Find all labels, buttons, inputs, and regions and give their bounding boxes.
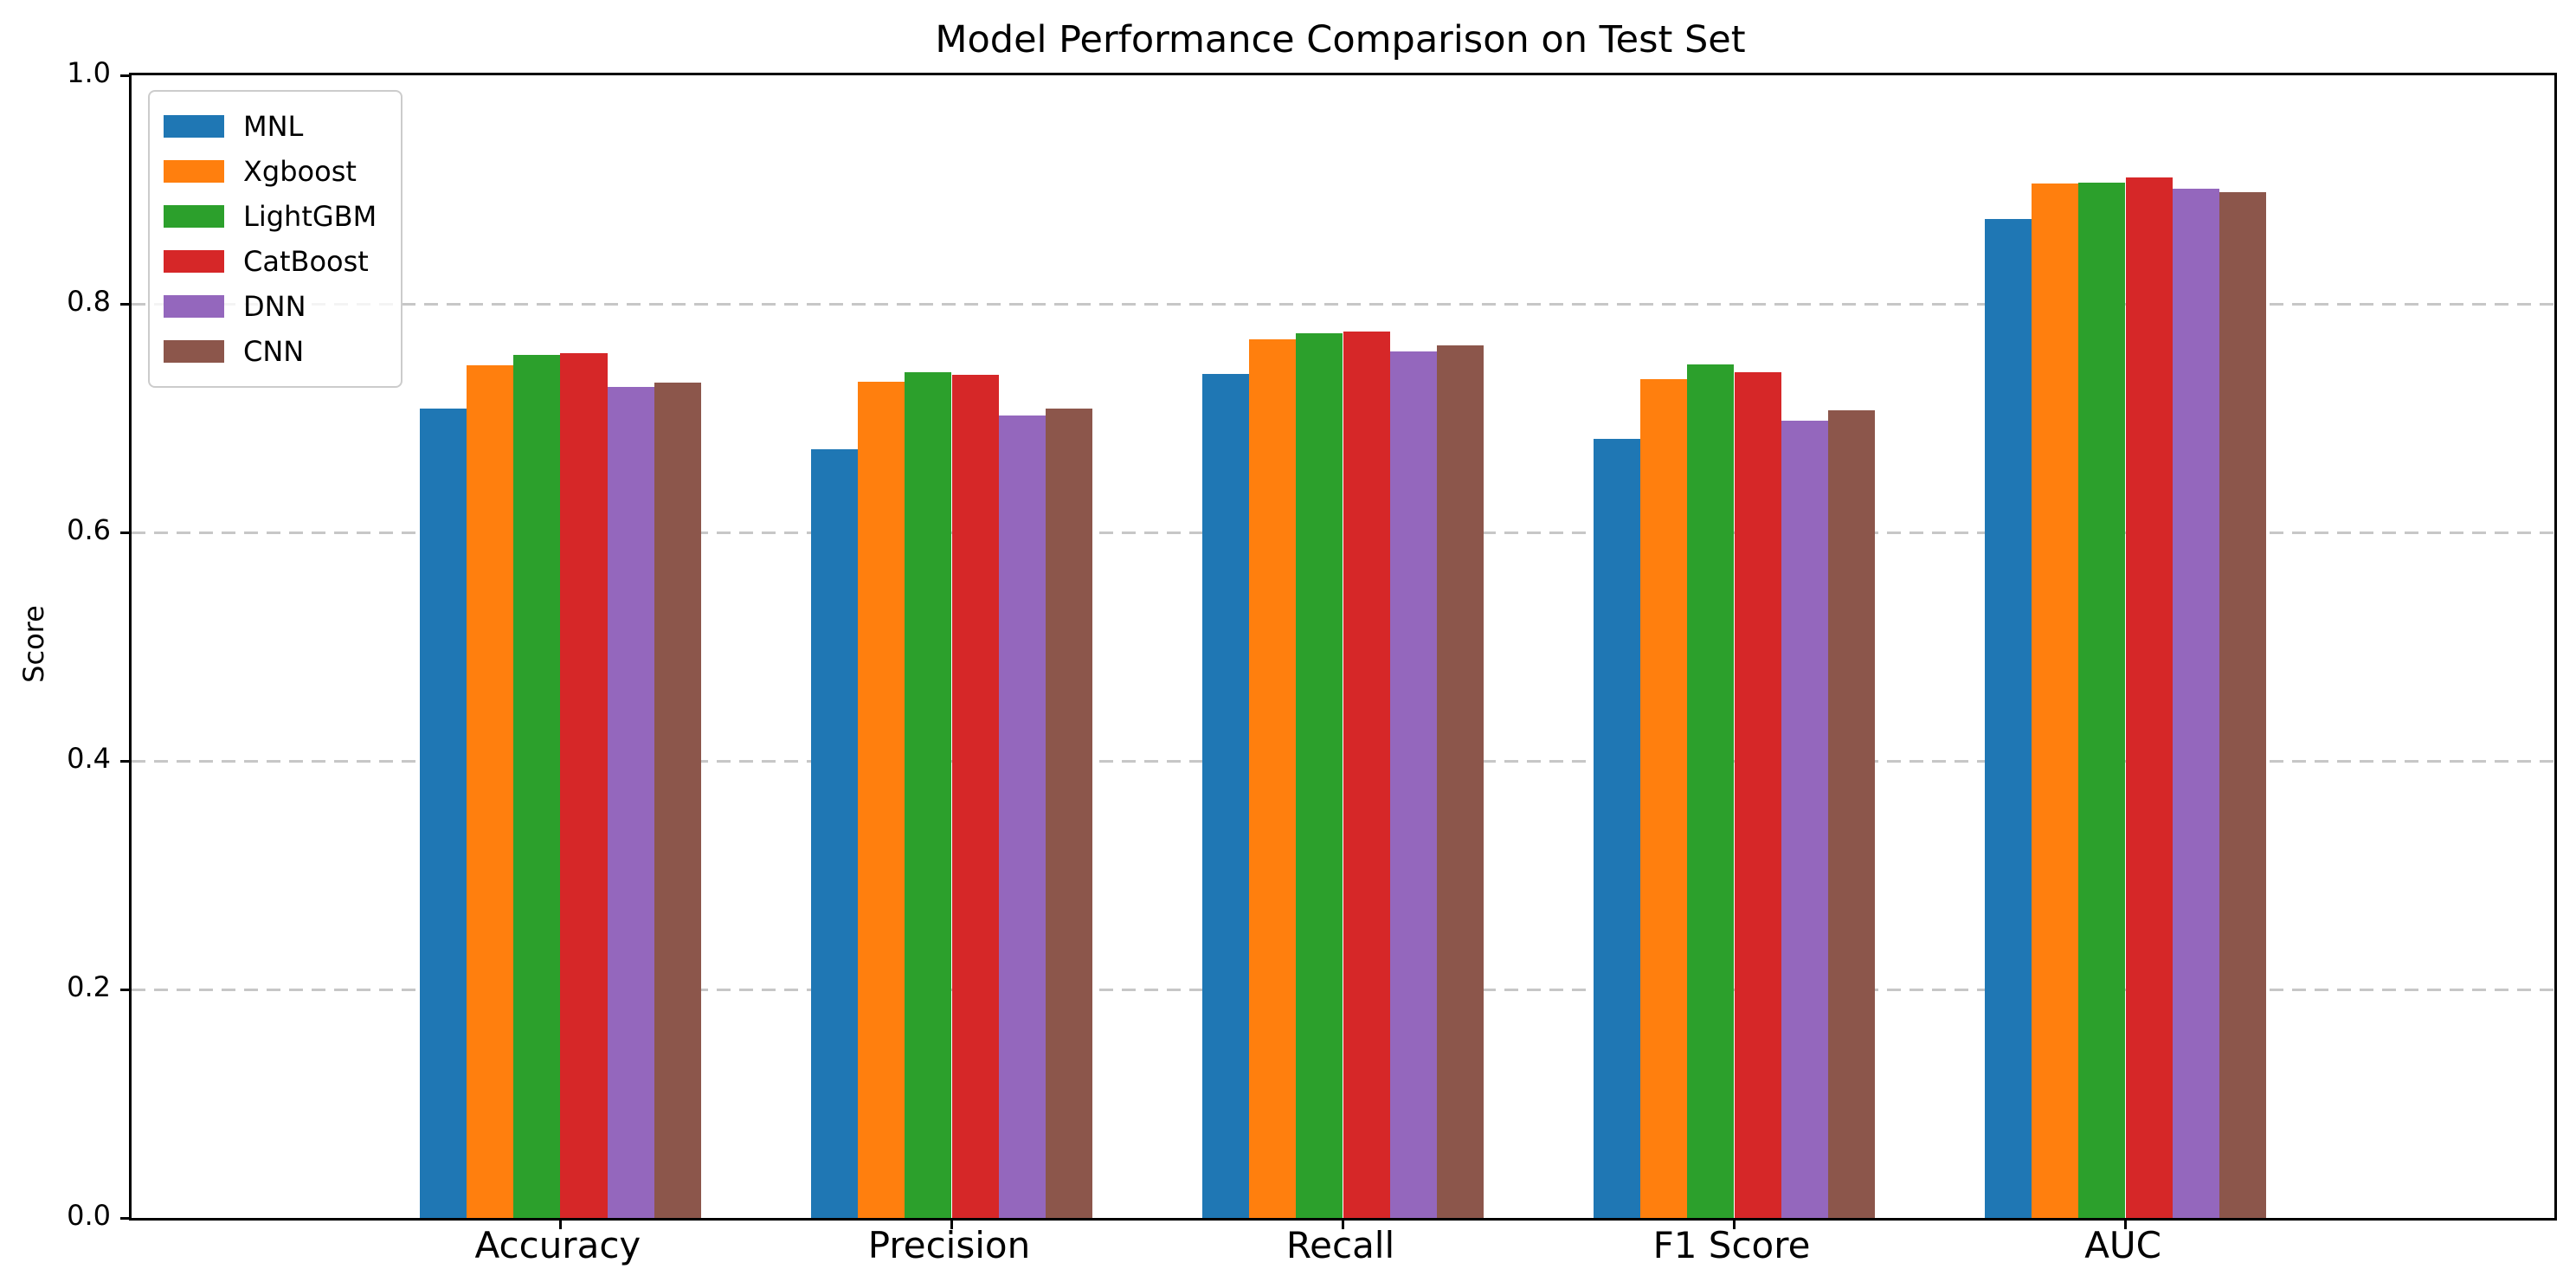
legend-swatch-mnl xyxy=(164,115,224,138)
legend-label: LightGBM xyxy=(243,200,377,233)
bar-xgboost-precision xyxy=(858,381,905,1218)
bar-catboost-auc xyxy=(2125,177,2173,1218)
y-tick-label: 1.0 xyxy=(67,56,111,89)
y-tick-label: 0.0 xyxy=(67,1199,111,1232)
bar-catboost-recall xyxy=(1343,331,1390,1218)
bar-cnn-accuracy xyxy=(654,383,702,1218)
x-tick-label-recall: Recall xyxy=(1285,1224,1395,1266)
y-tick-label: 0.8 xyxy=(67,285,111,318)
y-tick-mark-0.0 xyxy=(120,1216,129,1220)
legend-label: Xgboost xyxy=(243,155,357,188)
plot-area: MNL Xgboost LightGBM CatBoost DNN CNN xyxy=(120,73,2557,1229)
y-tick-label: 0.6 xyxy=(67,513,111,546)
legend-label: CNN xyxy=(243,335,305,368)
bar-mnl-f1-score xyxy=(1593,438,1640,1218)
y-tick-mark-0.2 xyxy=(120,988,129,991)
legend-swatch-xgboost xyxy=(164,160,224,183)
bar-xgboost-accuracy xyxy=(466,365,514,1218)
bar-mnl-accuracy xyxy=(419,409,467,1218)
bar-mnl-recall xyxy=(1201,373,1249,1218)
bar-cnn-f1-score xyxy=(1828,409,1876,1218)
y-tick-mark-0.4 xyxy=(120,759,129,763)
x-tick-label-precision: Precision xyxy=(867,1224,1031,1266)
legend: MNL Xgboost LightGBM CatBoost DNN CNN xyxy=(148,90,403,388)
bar-cnn-precision xyxy=(1046,409,1093,1218)
bar-cnn-auc xyxy=(2219,191,2267,1218)
legend-item-dnn: DNN xyxy=(164,284,377,329)
legend-item-catboost: CatBoost xyxy=(164,239,377,284)
bar-catboost-f1-score xyxy=(1734,372,1781,1218)
bar-dnn-accuracy xyxy=(607,387,654,1218)
bar-lightgbm-accuracy xyxy=(513,355,561,1218)
y-axis-title: Score xyxy=(17,605,50,683)
y-tick-label: 0.4 xyxy=(67,742,111,775)
legend-swatch-catboost xyxy=(164,250,224,273)
x-tick-mark-auc xyxy=(2124,1221,2128,1229)
y-tick-mark-0.6 xyxy=(120,531,129,534)
y-tick-mark-0.8 xyxy=(120,302,129,306)
y-tick-mark-1.0 xyxy=(120,74,129,77)
bar-xgboost-recall xyxy=(1249,338,1297,1218)
bar-catboost-accuracy xyxy=(560,352,608,1218)
bar-lightgbm-auc xyxy=(2078,183,2126,1218)
y-tick-label: 0.2 xyxy=(67,970,111,1003)
bar-xgboost-auc xyxy=(2032,184,2079,1218)
x-tick-mark-precision xyxy=(950,1221,953,1229)
bar-mnl-auc xyxy=(1984,219,2032,1218)
x-tick-label-f1-score: F1 Score xyxy=(1652,1224,1811,1266)
x-tick-label-auc: AUC xyxy=(2084,1224,2161,1266)
legend-label: CatBoost xyxy=(243,245,369,278)
bar-lightgbm-precision xyxy=(905,372,952,1218)
legend-label: MNL xyxy=(243,110,304,143)
legend-label: DNN xyxy=(243,290,306,323)
bar-lightgbm-f1-score xyxy=(1687,364,1735,1218)
legend-swatch-lightgbm xyxy=(164,205,224,228)
legend-item-mnl: MNL xyxy=(164,104,377,149)
bar-xgboost-f1-score xyxy=(1640,379,1688,1218)
chart-title: Model Performance Comparison on Test Set xyxy=(935,18,1746,61)
bar-lightgbm-recall xyxy=(1296,333,1343,1218)
bar-cnn-recall xyxy=(1437,345,1484,1218)
bar-catboost-precision xyxy=(951,374,999,1218)
legend-item-lightgbm: LightGBM xyxy=(164,194,377,239)
legend-item-xgboost: Xgboost xyxy=(164,149,377,194)
x-tick-label-accuracy: Accuracy xyxy=(474,1224,641,1266)
legend-item-cnn: CNN xyxy=(164,329,377,374)
x-tick-mark-f1-score xyxy=(1733,1221,1736,1229)
gridline-0.8 xyxy=(132,302,2554,306)
bar-dnn-precision xyxy=(998,416,1046,1218)
bar-dnn-auc xyxy=(2172,188,2219,1218)
x-tick-mark-accuracy xyxy=(558,1221,562,1229)
legend-swatch-cnn xyxy=(164,340,224,363)
x-tick-mark-recall xyxy=(1342,1221,1344,1229)
bar-dnn-f1-score xyxy=(1781,420,1828,1218)
bar-dnn-recall xyxy=(1389,351,1437,1218)
bar-mnl-precision xyxy=(810,448,858,1218)
legend-swatch-dnn xyxy=(164,295,224,318)
